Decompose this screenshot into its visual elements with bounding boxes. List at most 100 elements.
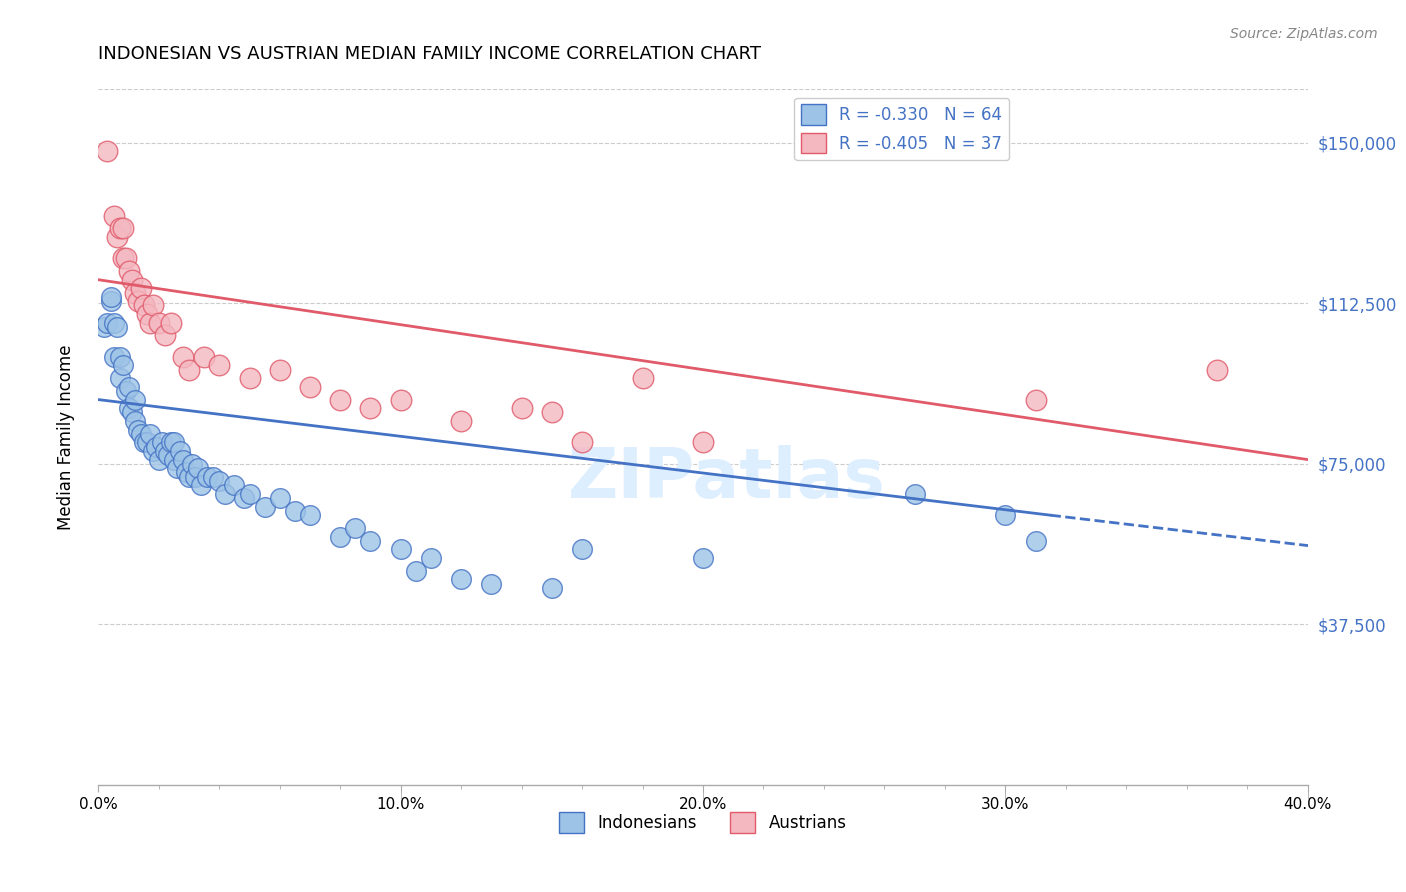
Point — [174, 466, 197, 480]
Point — [142, 444, 165, 458]
Point — [420, 551, 443, 566]
Point — [150, 435, 173, 450]
Y-axis label: Median Family Income: Median Family Income — [56, 344, 75, 530]
Point — [253, 500, 276, 514]
Point — [510, 401, 533, 416]
Point — [103, 350, 125, 364]
Point — [450, 573, 472, 587]
Point — [111, 359, 134, 373]
Point — [172, 350, 194, 364]
Point — [239, 371, 262, 385]
Point — [224, 478, 246, 492]
Point — [118, 264, 141, 278]
Point — [540, 405, 562, 419]
Point — [405, 564, 427, 578]
Point — [1024, 533, 1046, 548]
Point — [329, 530, 352, 544]
Point — [124, 414, 146, 428]
Point — [105, 230, 128, 244]
Point — [139, 316, 162, 330]
Point — [103, 316, 125, 330]
Point — [329, 392, 352, 407]
Point — [93, 319, 115, 334]
Point — [100, 294, 122, 309]
Point — [153, 328, 176, 343]
Point — [202, 469, 225, 483]
Point — [284, 504, 307, 518]
Point — [481, 576, 503, 591]
Point — [118, 401, 141, 416]
Point — [124, 285, 146, 300]
Point — [156, 448, 179, 462]
Point — [129, 426, 152, 441]
Point — [344, 521, 367, 535]
Point — [135, 435, 157, 450]
Text: Source: ZipAtlas.com: Source: ZipAtlas.com — [1230, 27, 1378, 41]
Point — [166, 461, 188, 475]
Point — [214, 487, 236, 501]
Point — [129, 281, 152, 295]
Point — [269, 491, 291, 505]
Point — [124, 392, 146, 407]
Point — [108, 350, 131, 364]
Point — [692, 435, 714, 450]
Point — [160, 435, 183, 450]
Point — [208, 474, 231, 488]
Point — [132, 435, 155, 450]
Point — [179, 362, 201, 376]
Point — [118, 380, 141, 394]
Point — [389, 542, 412, 557]
Point — [163, 452, 186, 467]
Point — [187, 461, 209, 475]
Point — [994, 508, 1017, 523]
Point — [108, 221, 131, 235]
Point — [139, 426, 162, 441]
Point — [299, 508, 322, 523]
Point — [389, 392, 412, 407]
Point — [160, 316, 183, 330]
Point — [111, 221, 134, 235]
Point — [153, 444, 176, 458]
Point — [179, 469, 201, 483]
Point — [142, 298, 165, 312]
Point — [190, 478, 212, 492]
Point — [163, 435, 186, 450]
Point — [172, 452, 194, 467]
Point — [127, 423, 149, 437]
Point — [111, 252, 134, 266]
Point — [1024, 392, 1046, 407]
Text: INDONESIAN VS AUSTRIAN MEDIAN FAMILY INCOME CORRELATION CHART: INDONESIAN VS AUSTRIAN MEDIAN FAMILY INC… — [98, 45, 762, 62]
Point — [121, 273, 143, 287]
Point — [114, 384, 136, 398]
Point — [571, 435, 593, 450]
Point — [181, 457, 204, 471]
Point — [904, 487, 927, 501]
Point — [540, 581, 562, 595]
Point — [169, 444, 191, 458]
Point — [571, 542, 593, 557]
Point — [631, 371, 654, 385]
Text: ZIPatlas: ZIPatlas — [568, 445, 886, 512]
Point — [239, 487, 262, 501]
Point — [692, 551, 714, 566]
Point — [127, 294, 149, 309]
Point — [232, 491, 254, 505]
Point — [184, 469, 207, 483]
Point — [132, 298, 155, 312]
Point — [1206, 362, 1229, 376]
Point — [360, 401, 382, 416]
Point — [208, 359, 231, 373]
Point — [121, 405, 143, 419]
Legend: Indonesians, Austrians: Indonesians, Austrians — [553, 805, 853, 839]
Point — [193, 350, 215, 364]
Point — [108, 371, 131, 385]
Point — [450, 414, 472, 428]
Point — [299, 380, 322, 394]
Point — [360, 533, 382, 548]
Point — [114, 252, 136, 266]
Point — [96, 145, 118, 159]
Point — [145, 440, 167, 454]
Point — [100, 290, 122, 304]
Point — [195, 469, 218, 483]
Point — [135, 307, 157, 321]
